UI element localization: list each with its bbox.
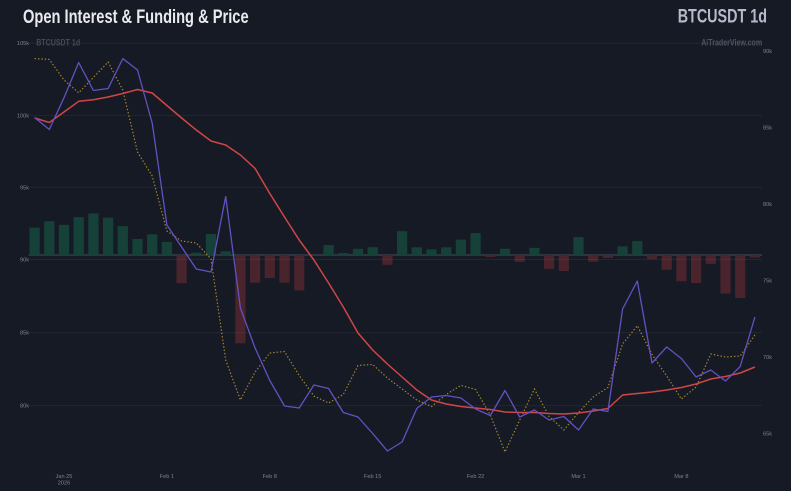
svg-text:100k: 100k (17, 113, 29, 119)
svg-text:BTCUSDT 1d: BTCUSDT 1d (36, 38, 80, 48)
svg-text:BTCUSDT 1d: BTCUSDT 1d (678, 7, 767, 28)
svg-text:AiTraderView.com: AiTraderView.com (701, 38, 762, 48)
svg-text:Open Interest & Funding & Pric: Open Interest & Funding & Price (23, 7, 249, 28)
svg-text:90k: 90k (20, 257, 29, 263)
svg-text:90k: 90k (763, 49, 772, 55)
svg-text:85k: 85k (763, 125, 772, 131)
svg-text:70k: 70k (763, 355, 772, 361)
svg-text:Feb 1: Feb 1 (160, 474, 174, 480)
svg-text:65k: 65k (763, 431, 772, 437)
svg-text:75k: 75k (763, 278, 772, 284)
svg-text:Feb 15: Feb 15 (364, 474, 381, 480)
svg-text:95k: 95k (20, 185, 29, 191)
svg-text:2026: 2026 (58, 481, 70, 487)
svg-text:105k: 105k (17, 41, 29, 47)
svg-text:Jan 25: Jan 25 (56, 474, 73, 480)
svg-text:85k: 85k (20, 331, 29, 337)
svg-text:Feb 8: Feb 8 (263, 474, 277, 480)
svg-text:80k: 80k (763, 202, 772, 208)
svg-text:Feb 22: Feb 22 (467, 474, 484, 480)
svg-text:80k: 80k (20, 404, 29, 410)
svg-text:Mar 1: Mar 1 (571, 474, 585, 480)
svg-text:Mar 8: Mar 8 (674, 474, 688, 480)
